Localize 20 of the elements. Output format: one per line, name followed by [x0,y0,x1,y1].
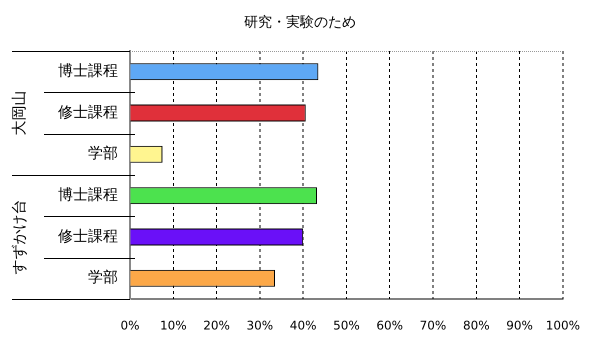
y-tick-label: 修士課程 [58,102,118,121]
x-tick-label: 50% [333,318,360,332]
x-tick-label: 20% [203,318,230,332]
x-tick-label: 80% [462,318,490,332]
x-tick-label: 10% [160,318,187,332]
y-tick-label: 学部 [88,144,118,162]
y-tick-label: 修士課程 [58,226,118,245]
x-tick-label: 40% [290,318,316,332]
x-tick-label: 60% [376,318,404,332]
text: 大岡山 [10,90,28,136]
x-tick-label: 70% [420,318,446,332]
y-tick-label: 学部 [88,268,118,286]
y-tick-label: 博士課程 [58,62,118,80]
chart-title: 研究・実験のため [244,14,356,31]
x-tick-label: 90% [506,318,533,332]
text: すずかけ台 [10,200,28,274]
y-tick-label: 博士課程 [58,186,118,204]
x-tick-label: 30% [246,318,274,332]
x-tick-label: 100% [546,318,580,332]
x-tick-label: 0% [120,318,140,332]
